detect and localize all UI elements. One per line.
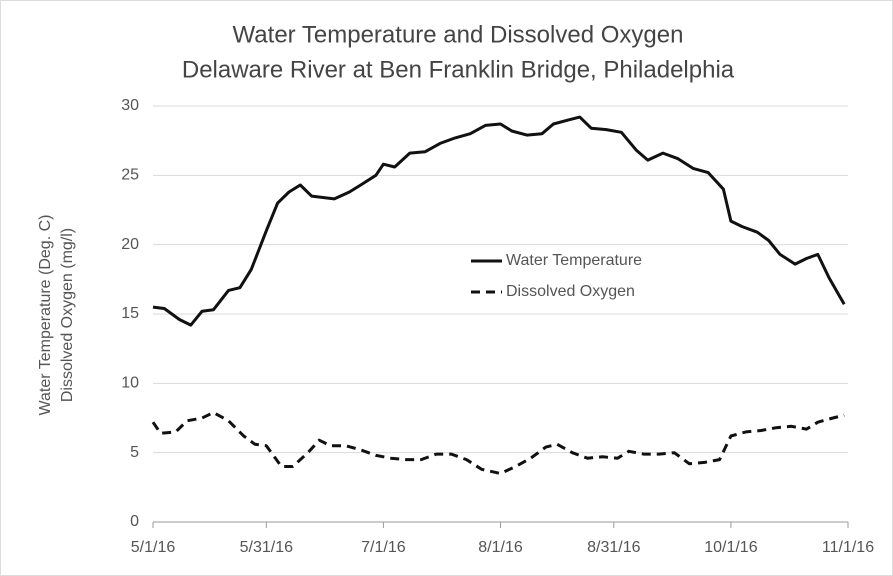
x-tick-label: 11/1/16	[822, 539, 874, 556]
y-tick-label: 30	[121, 97, 139, 114]
y-tick-label: 5	[130, 444, 139, 461]
y-tick-label: 15	[121, 305, 139, 322]
x-tick-label: 5/31/16	[240, 539, 293, 556]
y-tick-label: 20	[121, 236, 139, 253]
series-line	[151, 411, 845, 475]
legend-label: Water Temperature	[506, 252, 642, 269]
x-tick-label: 7/1/16	[361, 539, 406, 556]
y-axis-label: Water Temperature (Deg. C)	[37, 215, 54, 416]
y-tick-label: 0	[130, 513, 139, 530]
y-axis-label: Dissolved Oxygen (mg/l)	[59, 228, 76, 402]
chart-subtitle: Delaware River at Ben Franklin Bridge, P…	[182, 56, 735, 83]
x-tick-label: 5/1/16	[131, 539, 176, 556]
chart-title: Water Temperature and Dissolved Oxygen	[233, 21, 684, 48]
series-line	[152, 115, 846, 327]
x-tick-label: 8/1/16	[478, 539, 523, 556]
legend-label: Dissolved Oxygen	[506, 283, 635, 300]
y-tick-label: 25	[121, 167, 139, 184]
x-tick-label: 10/1/16	[704, 539, 757, 556]
x-tick-label: 8/31/16	[587, 539, 640, 556]
y-tick-label: 10	[121, 375, 139, 392]
